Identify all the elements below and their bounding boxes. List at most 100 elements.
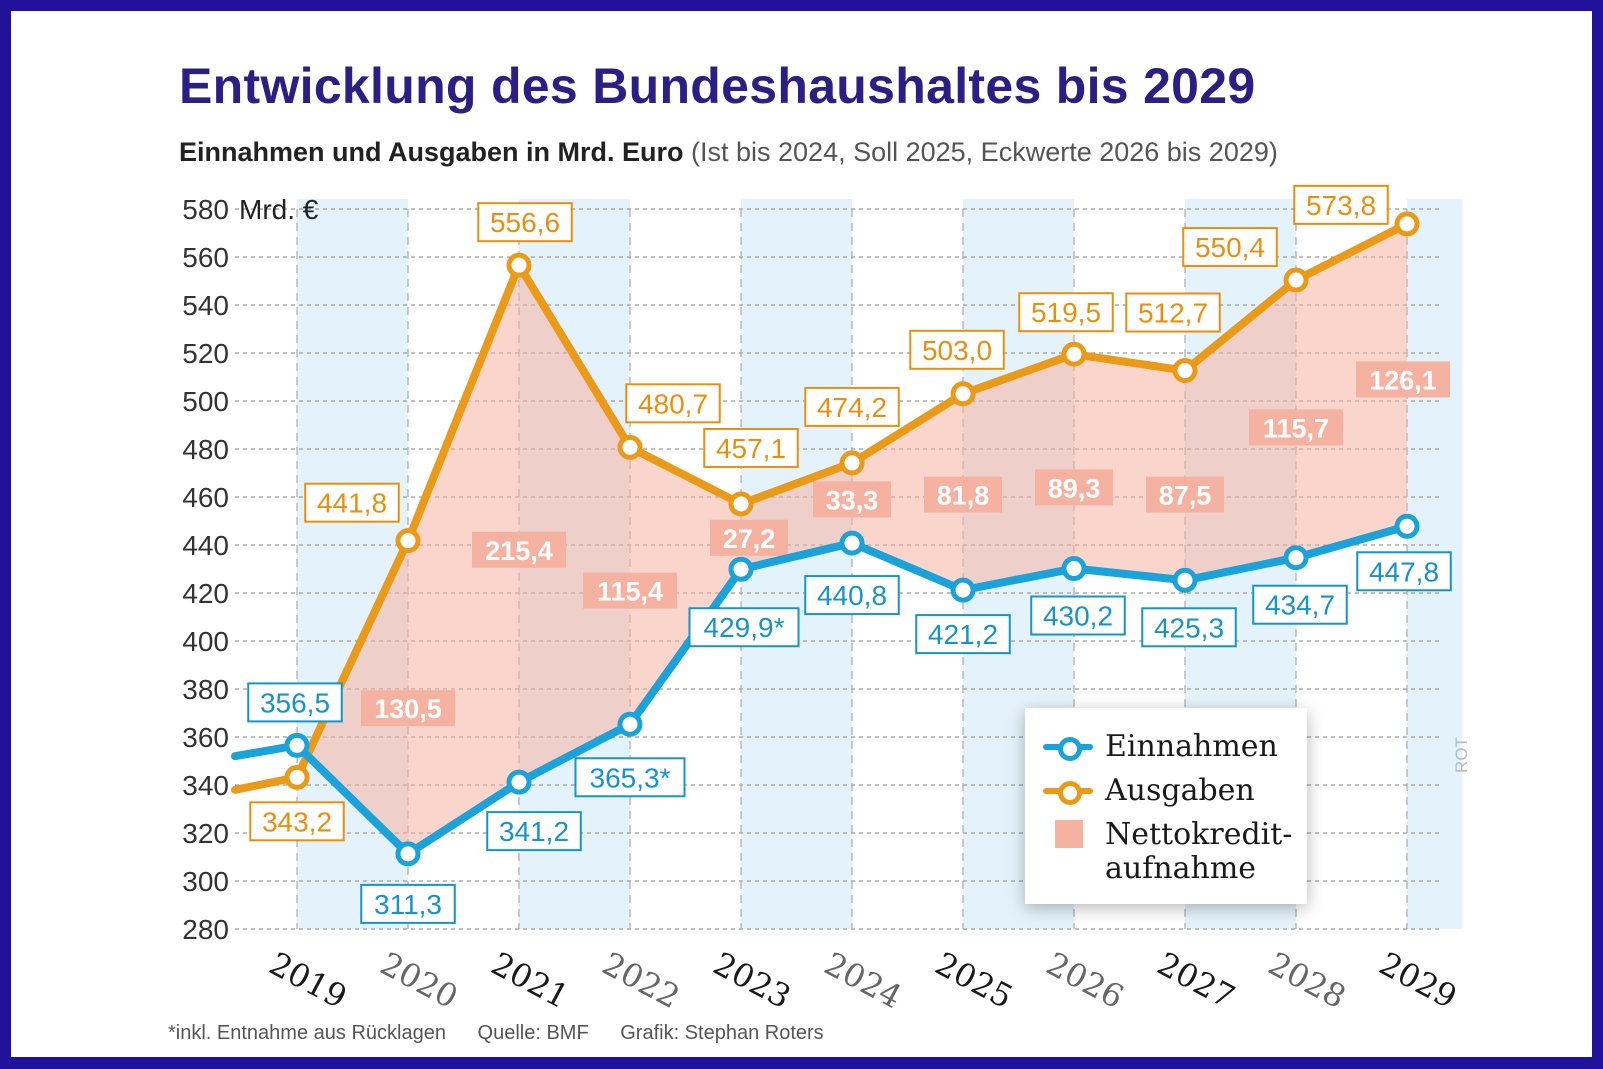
chart-subtitle: Einnahmen und Ausgaben in Mrd. Euro (Ist… <box>179 137 1278 168</box>
einnahmen-value-label: 429,9* <box>704 612 785 643</box>
legend-item-einnahmen: Einnahmen <box>1043 730 1278 764</box>
einnahmen-value-label-box <box>486 811 582 852</box>
einnahmen-value-label-box <box>688 607 800 648</box>
netto-label-box <box>583 572 677 609</box>
netto-label: 27,2 <box>723 524 776 554</box>
einnahmen-line <box>231 522 1411 858</box>
einnahmen-value-label: 425,3 <box>1154 612 1224 643</box>
netto-label: 115,7 <box>1263 413 1329 443</box>
einnahmen-value-label: 430,2 <box>1043 601 1113 632</box>
einnahmen-point <box>950 577 976 603</box>
ausgaben-value-label-box <box>1125 292 1221 333</box>
x-tick-label: 2027 <box>1151 944 1241 1016</box>
ausgaben-value-label: 457,1 <box>716 433 786 464</box>
ausgaben-value-label-box <box>249 801 345 842</box>
einnahmen-point <box>395 841 421 867</box>
einnahmen-value-label: 434,7 <box>1265 590 1335 621</box>
x-tick-label: 2023 <box>707 944 797 1016</box>
y-tick-label: 500 <box>182 386 229 417</box>
einnahmen-line-icon <box>1043 730 1093 764</box>
ausgaben-point <box>1394 211 1420 237</box>
einnahmen-point <box>839 530 865 556</box>
einnahmen-point <box>1394 513 1420 539</box>
ausgaben-value-label: 503,0 <box>922 335 992 366</box>
netto-label: 81,8 <box>937 481 990 511</box>
x-tick-label: 2020 <box>374 944 464 1016</box>
legend: Einnahmen Ausgaben Nettokredit- aufnahme <box>1025 708 1307 904</box>
ausgaben-value-label-box <box>1293 184 1389 225</box>
subtitle-main: Einnahmen und Ausgaben in Mrd. Euro <box>179 137 684 167</box>
einnahmen-point <box>1172 567 1198 593</box>
netto-label: 89,3 <box>1048 473 1101 503</box>
netto-label-box <box>710 519 788 556</box>
ausgaben-value-label: 550,4 <box>1195 232 1265 263</box>
ausgaben-point <box>728 491 754 517</box>
x-tick-label: 2028 <box>1262 944 1352 1016</box>
y-tick-label: 340 <box>182 770 229 801</box>
einnahmen-value-label-box <box>1030 595 1126 636</box>
netto-label-box <box>472 531 566 568</box>
legend-label-ausgaben: Ausgaben <box>1105 773 1255 808</box>
legend-netto-line2: aufnahme <box>1105 851 1257 886</box>
einnahmen-point <box>284 732 310 758</box>
einnahmen-value-label-box <box>1141 607 1237 648</box>
netto-label: 33,3 <box>826 485 879 515</box>
ausgaben-value-label: 343,2 <box>262 806 332 837</box>
ausgaben-value-label-box <box>477 202 573 243</box>
ausgaben-line-icon <box>1043 774 1093 808</box>
y-tick-label: 480 <box>182 434 229 465</box>
legend-item-ausgaben: Ausgaben <box>1043 774 1255 808</box>
ausgaben-value-label: 556,6 <box>490 207 560 238</box>
ausgaben-value-label-box <box>625 383 721 424</box>
y-tick-label: 460 <box>182 482 229 513</box>
y-tick-label: 300 <box>182 866 229 897</box>
einnahmen-value-label-box <box>804 575 900 616</box>
einnahmen-value-label: 341,2 <box>499 816 569 847</box>
ausgaben-point <box>1283 267 1309 293</box>
y-tick-label: 400 <box>182 626 229 657</box>
ausgaben-value-label: 480,7 <box>638 388 708 419</box>
ausgaben-value-label-box <box>909 329 1005 370</box>
netto-label: 115,4 <box>597 577 663 607</box>
ausgaben-value-label-box <box>804 386 900 427</box>
x-tick-label: 2019 <box>263 944 353 1016</box>
x-tick-label: 2024 <box>818 944 908 1016</box>
ausgaben-value-label: 573,8 <box>1306 190 1376 221</box>
einnahmen-point <box>1283 545 1309 571</box>
y-tick-label: 380 <box>182 674 229 705</box>
netto-label-box <box>1249 409 1343 446</box>
footnote: *inkl. Entnahme aus Rücklagen <box>168 1022 446 1044</box>
ausgaben-point <box>839 450 865 476</box>
y-tick-label: 560 <box>182 242 229 273</box>
y-tick-label: 320 <box>182 818 229 849</box>
einnahmen-value-label: 356,5 <box>260 687 330 718</box>
subtitle-note: (Ist bis 2024, Soll 2025, Eckwerte 2026 … <box>683 137 1278 167</box>
ausgaben-point <box>395 528 421 554</box>
netto-label: 215,4 <box>485 536 553 566</box>
netto-square-icon <box>1043 818 1093 852</box>
legend-netto-line1: Nettokredit- <box>1105 817 1293 852</box>
einnahmen-value-label: 365,3* <box>590 762 671 793</box>
ausgaben-point <box>284 764 310 790</box>
y-tick-label: 440 <box>182 530 229 561</box>
netto-label-box <box>1035 469 1113 506</box>
x-tick-label: 2025 <box>929 944 1019 1016</box>
einnahmen-value-label-box <box>1252 584 1348 625</box>
footer: *inkl. Entnahme aus Rücklagen Quelle: BM… <box>168 1022 850 1045</box>
ausgaben-value-label: 441,8 <box>317 488 387 519</box>
y-tick-label: 580 <box>182 194 229 225</box>
credit: Grafik: Stephan Roters <box>620 1022 824 1044</box>
y-tick-label: 540 <box>182 290 229 321</box>
netto-label-box <box>924 476 1002 513</box>
ausgaben-point <box>950 381 976 407</box>
ausgaben-point <box>1061 341 1087 367</box>
netto-label-box <box>1356 361 1450 398</box>
ausgaben-point <box>617 434 643 460</box>
netto-label: 130,5 <box>374 694 442 724</box>
chart-title: Entwicklung des Bundeshaushaltes bis 202… <box>179 58 1256 114</box>
netto-label: 87,5 <box>1159 481 1212 511</box>
ausgaben-value-label: 519,5 <box>1031 297 1101 328</box>
ausgaben-point <box>1172 358 1198 384</box>
x-tick-label: 2029 <box>1373 944 1463 1016</box>
einnahmen-point <box>1061 556 1087 582</box>
